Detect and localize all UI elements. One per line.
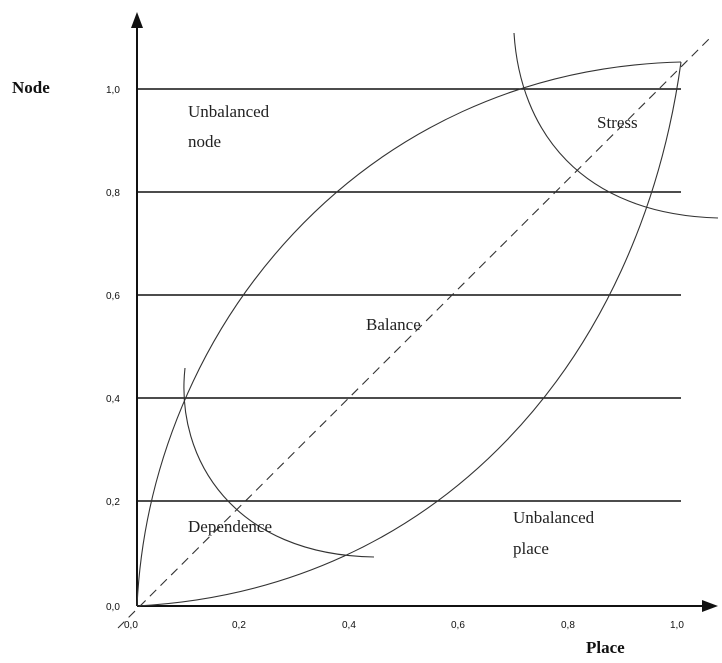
y-tick-label: 1,0: [106, 85, 120, 96]
x-axis-arrow: [702, 600, 718, 612]
region-label-dependence: Dependence: [188, 517, 272, 536]
x-tick-label: 0,0: [124, 620, 138, 631]
balance-lens-upper: [136, 61, 682, 607]
region-label-balance: Balance: [366, 315, 421, 334]
balance-lens-lower: [136, 61, 682, 607]
y-tick-label: 0,6: [106, 291, 120, 302]
y-tick-label: 0,4: [106, 394, 120, 405]
region-label-unbalanced-node-line1: Unbalanced: [188, 102, 270, 121]
region-label-unbalanced-place-line1: Unbalanced: [513, 508, 595, 527]
x-tick-label: 0,6: [451, 620, 465, 631]
region-label-unbalanced-node-line2: node: [188, 132, 221, 151]
x-tick-label: 0,2: [232, 620, 246, 631]
x-tick-label: 1,0: [670, 620, 684, 631]
balance-diagonal: [117, 35, 713, 629]
y-tick-label: 0,0: [106, 602, 120, 613]
dependence-arc: [183, 367, 375, 558]
region-label-stress: Stress: [597, 113, 638, 132]
y-tick-label: 0,2: [106, 497, 120, 508]
y-axis-title: Node: [12, 78, 50, 97]
region-label-unbalanced-place-line2: place: [513, 539, 549, 558]
x-tick-label: 0,8: [561, 620, 575, 631]
stress-arc: [513, 32, 719, 219]
x-tick-label: 0,4: [342, 620, 356, 631]
y-tick-label: 0,8: [106, 188, 120, 199]
x-axis-title: Place: [586, 638, 625, 657]
y-axis-arrow: [131, 12, 143, 28]
